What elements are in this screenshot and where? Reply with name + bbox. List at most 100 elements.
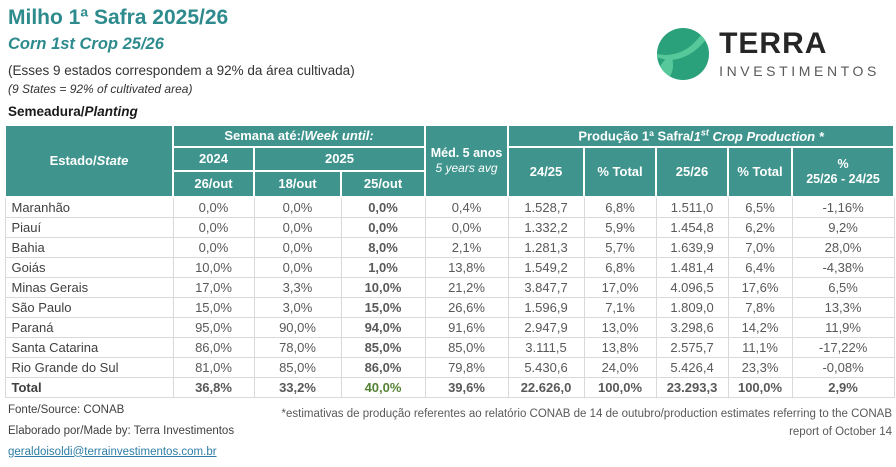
header-5yr-avg: Méd. 5 anos 5 years avg [424,124,510,199]
value-cell: 15,0% [340,296,426,318]
value-cell: 6,8% [583,196,657,218]
header-5yr-avg-en: 5 years avg [435,161,498,176]
value-cell: 0,0% [340,216,426,238]
value-cell: 5,9% [583,216,657,238]
value-cell: 6,8% [583,256,657,278]
value-cell: 85,0% [253,356,342,378]
table-row: Bahia 0,0% 0,0% 8,0% 2,1% 1.281,3 5,7% 1.639,9 7… [4,236,895,258]
value-cell: 28,0% [791,236,895,258]
value-cell: 13,3% [791,296,895,318]
value-cell: 1.454,8 [655,216,729,238]
value-cell: 36,8% [172,376,255,398]
value-cell: 2.575,7 [655,336,729,358]
value-cell: 3.847,7 [507,276,585,298]
header-col-pct-diff: % 25/26 - 24/25 [791,146,896,199]
value-cell: 1.481,4 [655,256,729,278]
value-cell: 11,1% [727,336,793,358]
value-cell: 5,7% [583,236,657,258]
value-cell: 0,0% [172,216,255,238]
value-cell: 22.626,0 [507,376,585,398]
section-label: Semeadura/Planting [8,104,896,119]
report-header: Milho 1ª Safra 2025/26 Corn 1st Crop 25/… [0,0,896,119]
made-by-line: Elaborado por/Made by: Terra Investiment… [8,424,235,437]
header-row-dates: 26/out 18/out 25/out [5,170,894,199]
header-estado-pt: Estado/ [49,153,97,169]
value-cell: 86,0% [340,356,426,378]
value-cell: 0,0% [253,196,342,218]
value-cell: 23.293,3 [655,376,729,398]
value-cell: 1.596,9 [507,296,585,318]
header-date-26out: 26/out [172,170,255,199]
value-cell: 0,0% [340,196,426,218]
value-cell: 6,5% [791,276,895,298]
header-year-2024: 2024 [172,146,255,173]
header-estado: Estado/State [4,124,174,199]
header-col-24-25: 24/25 [507,146,586,199]
value-cell: 7,1% [583,296,657,318]
coverage-note-pt: (Esses 9 estados correspondem a 92% da á… [8,63,355,79]
value-cell: 2,9% [791,376,895,398]
report-footer: Fonte/Source: CONAB Elaborado por/Made b… [0,398,896,458]
value-cell: 3,0% [253,296,342,318]
value-cell: 33,2% [253,376,342,398]
table-row: Goiás 10,0% 0,0% 1,0% 13,8% 1.549,2 6,8% 1.481,… [4,256,895,278]
value-cell: 1.809,0 [655,296,729,318]
header-year-2025: 2025 [252,146,427,173]
value-cell: 1.332,2 [507,216,585,238]
value-cell: 91,6% [424,316,509,338]
value-cell: 6,2% [727,216,793,238]
value-cell: 5.430,6 [507,356,585,378]
state-cell: Bahia [4,236,174,258]
footer-left: Fonte/Source: CONAB Elaborado por/Made b… [8,404,234,458]
value-cell: -1,16% [791,196,895,218]
page-subtitle: Corn 1st Crop 25/26 [8,35,164,54]
source-line: Fonte/Source: CONAB [8,403,125,416]
email-link[interactable]: geraldoisoldi@terrainvestimentos.com.br [8,445,217,458]
value-cell: 3,3% [253,276,342,298]
value-cell: 0,0% [253,256,342,278]
value-cell: 95,0% [172,316,255,338]
terra-globe-icon [657,28,710,80]
value-cell: 11,9% [791,316,895,338]
state-cell: Goiás [4,256,174,278]
state-cell: Piauí [4,216,174,238]
state-cell: Maranhão [4,196,174,218]
value-cell: 100,0% [727,376,793,398]
header-col-25-26: 25/26 [655,146,730,199]
value-cell: 1.511,0 [655,196,729,218]
value-cell: 17,0% [583,276,657,298]
value-cell: 0,0% [424,216,509,238]
value-cell: 24,0% [583,356,657,378]
header-date-18out: 18/out [253,170,342,199]
value-cell: 15,0% [172,296,255,318]
table-row: Maranhão 0,0% 0,0% 0,0% 0,4% 1.528,7 6,8% 1.511… [4,196,895,218]
value-cell: 5.426,4 [655,356,729,378]
value-cell: 2.947,9 [507,316,585,338]
table-row: Paraná 95,0% 90,0% 94,0% 91,6% 2.947,9 13,0% 3.… [4,316,895,338]
page-title: Milho 1ª Safra 2025/26 [8,6,229,29]
value-cell: 86,0% [172,336,255,358]
table-row: Rio Grande do Sul 81,0% 85,0% 86,0% 79,8% 5.4… [4,356,895,378]
logo-brand: TERRA [719,27,828,60]
planting-table: Estado/State Semana até:/Week until: Méd… [4,124,896,398]
value-cell: 10,0% [172,256,255,278]
section-label-pt: Semeadura/ [8,104,85,120]
section-label-en: Planting [84,104,138,120]
value-cell: 0,0% [172,196,255,218]
state-cell: Santa Catarina [4,336,174,358]
value-cell: 6,5% [727,196,793,218]
value-cell: -17,22% [791,336,895,358]
state-cell: Total [4,376,174,398]
value-cell: 6,4% [727,256,793,278]
value-cell: 23,3% [727,356,793,378]
header-row-group: Estado/State Semana até:/Week until: Méd… [4,124,896,199]
value-cell: 17,0% [172,276,255,298]
table-body: Maranhão 0,0% 0,0% 0,0% 0,4% 1.528,7 6,8% 1.511… [4,196,895,398]
value-cell: 17,6% [727,276,793,298]
value-cell: 26,6% [424,296,509,318]
header-row-years: 2024 2025 24/25 % Total 25/26 % Total % … [5,146,896,199]
value-cell: -0,08% [791,356,895,378]
table-row: Piauí 0,0% 0,0% 0,0% 0,0% 1.332,2 5,9% 1.454,8 6… [4,216,895,238]
header-week-en: Week until: [304,128,374,144]
